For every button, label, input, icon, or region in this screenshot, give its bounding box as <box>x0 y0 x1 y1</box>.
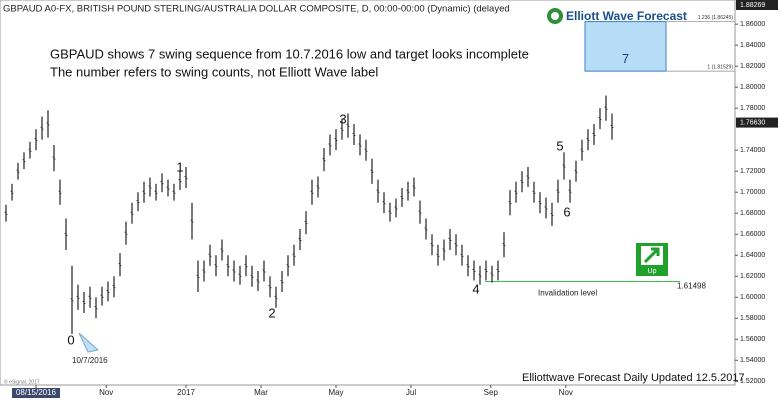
y-tick-label: 1.82000 <box>740 63 765 70</box>
y-tick-label: 1.84000 <box>740 42 765 49</box>
direction-badge: Up <box>636 243 668 276</box>
high-price-tag <box>736 0 778 10</box>
target-zone <box>584 21 667 72</box>
y-tick-label: 1.60000 <box>740 294 765 301</box>
note: GBPAUD shows 7 swing sequence from 10.7.… <box>50 46 529 61</box>
x-tick-label: Mar <box>254 388 268 397</box>
badge-label: Up <box>648 268 657 275</box>
y-tick-label: 1.54000 <box>740 357 765 364</box>
y-tick-label: 1.62000 <box>740 273 765 280</box>
y-tick-label: 1.72000 <box>740 168 765 175</box>
last-price-tag <box>736 117 778 128</box>
wave-label: 0 <box>67 332 74 347</box>
start-date: 10/7/2016 <box>72 356 108 365</box>
y-tick-label: 1.64000 <box>740 252 765 259</box>
high-price-label: 1.88269 <box>740 2 765 9</box>
x-tick-label: Jul <box>406 388 416 397</box>
target-level-label: 1.236 (1.86245) <box>698 15 734 21</box>
y-tick-label: 1.70000 <box>740 189 765 196</box>
brand-logo: Elliott Wave Forecast <box>547 8 687 24</box>
y-tick-label: 1.78000 <box>740 105 765 112</box>
target-level-label: 1 (1.81529) <box>707 64 733 70</box>
wave-label: 5 <box>556 138 563 153</box>
y-tick-label: 1.58000 <box>740 315 765 322</box>
wave-label: 4 <box>472 281 479 296</box>
x-tick-label: Nov <box>99 388 113 397</box>
wave-label: 2 <box>268 305 275 320</box>
wave-label: 1 <box>176 159 183 174</box>
invalidation-label: Invalidation level <box>538 289 597 298</box>
y-tick-label: 1.56000 <box>740 336 765 343</box>
x-tick-label: 08/15/2016 <box>16 388 57 397</box>
x-tick-label: Sep <box>484 388 499 397</box>
x-tick-label: 2017 <box>177 388 195 397</box>
start-arrow <box>78 332 100 353</box>
badge-arrow <box>643 247 660 264</box>
y-tick-label: 1.68000 <box>740 210 765 217</box>
last-price-label: 1.76630 <box>740 119 765 126</box>
invalidation-value: 1.61498 <box>677 282 706 291</box>
y-tick-label: 1.86000 <box>740 21 765 28</box>
brand-name: Elliott Wave Forecast <box>566 9 687 23</box>
y-tick-label: 1.80000 <box>740 84 765 91</box>
wave-label: 6 <box>563 204 570 219</box>
chart-title: GBPAUD A0-FX, BRITISH POUND STERLING/AUS… <box>3 4 510 15</box>
footer: Elliottwave Forecast Daily Updated 12.5.… <box>522 372 745 384</box>
copyright: © eSignal, 2017 <box>4 378 40 385</box>
target-label: 7 <box>622 51 629 66</box>
x-tick-label: Nov <box>559 388 573 397</box>
y-tick-label: 1.74000 <box>740 147 765 154</box>
wave-label: 3 <box>339 111 346 126</box>
logo-icon-inner <box>551 12 559 20</box>
cursor-date-box <box>12 388 60 398</box>
x-tick-label: May <box>328 388 343 397</box>
y-tick-label: 1.66000 <box>740 231 765 238</box>
y-tick-label: 1.52000 <box>740 378 765 385</box>
note: The number refers to swing counts, not E… <box>50 64 378 79</box>
